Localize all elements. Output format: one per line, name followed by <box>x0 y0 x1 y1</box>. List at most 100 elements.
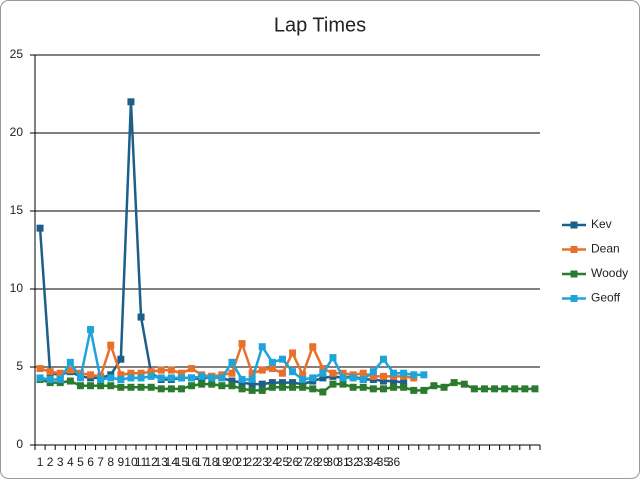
data-point <box>390 369 398 377</box>
data-point <box>390 377 398 385</box>
legend-label: Dean <box>591 242 620 256</box>
data-point <box>167 385 175 393</box>
data-point <box>359 375 367 383</box>
data-point <box>137 369 145 377</box>
x-tick-label: 2 <box>47 455 54 469</box>
y-tick-label: 15 <box>10 203 24 217</box>
x-tick-label: 31 <box>336 455 350 469</box>
x-tick-label: 7 <box>97 455 104 469</box>
data-point <box>278 383 286 391</box>
data-point <box>400 369 408 377</box>
data-point <box>521 385 529 393</box>
data-point <box>177 385 185 393</box>
data-point <box>400 379 408 387</box>
data-point <box>66 377 74 385</box>
x-tick-label: 30 <box>326 455 340 469</box>
data-point <box>480 385 488 393</box>
x-tick-label: 24 <box>266 455 280 469</box>
data-point <box>319 374 327 382</box>
x-tick-label: 8 <box>107 455 114 469</box>
data-point <box>97 382 105 390</box>
data-point <box>76 374 84 382</box>
data-point <box>248 375 256 383</box>
data-point <box>127 98 135 106</box>
data-point <box>491 385 499 393</box>
chart-title: Lap Times <box>274 14 366 36</box>
data-point <box>238 385 246 393</box>
data-point <box>117 375 125 383</box>
data-point <box>369 368 377 376</box>
data-point <box>117 371 125 379</box>
data-point <box>36 224 44 232</box>
x-tick-label: 19 <box>215 455 229 469</box>
data-point <box>289 368 297 376</box>
data-point <box>299 383 307 391</box>
data-point <box>36 374 44 382</box>
data-point <box>349 383 357 391</box>
data-point <box>400 383 408 391</box>
data-point <box>470 385 478 393</box>
data-point <box>268 365 276 373</box>
data-point <box>339 374 347 382</box>
data-point <box>107 374 115 382</box>
data-point <box>339 380 347 388</box>
data-point <box>238 340 246 348</box>
data-point <box>379 355 387 363</box>
data-point <box>167 366 175 374</box>
data-point <box>218 382 226 390</box>
data-point <box>46 368 54 376</box>
data-point <box>137 313 145 321</box>
data-point <box>289 379 297 387</box>
data-point <box>359 369 367 377</box>
legend-marker <box>570 270 578 278</box>
x-tick-label: 11 <box>135 455 148 469</box>
data-point <box>339 369 347 377</box>
data-point <box>248 386 256 394</box>
x-tick-label: 26 <box>286 455 300 469</box>
data-point <box>299 371 307 379</box>
data-point <box>268 383 276 391</box>
x-tick-label: 36 <box>387 455 401 469</box>
x-tick-label: 16 <box>185 455 199 469</box>
data-point <box>228 377 236 385</box>
data-point <box>147 372 155 380</box>
x-tick-label: 15 <box>175 455 189 469</box>
x-tick-label: 10 <box>124 455 138 469</box>
data-point <box>420 371 428 379</box>
x-tick-label: 27 <box>296 455 310 469</box>
x-tick-label: 18 <box>205 455 219 469</box>
data-point <box>107 341 115 349</box>
data-point <box>46 375 54 383</box>
data-point <box>511 385 519 393</box>
x-tick-label: 32 <box>346 455 360 469</box>
data-point <box>359 383 367 391</box>
y-tick-label: 10 <box>10 281 24 295</box>
data-point <box>147 368 155 376</box>
x-tick-label: 13 <box>155 455 169 469</box>
data-point <box>147 383 155 391</box>
data-point <box>87 326 95 334</box>
data-point <box>127 369 135 377</box>
data-point <box>369 385 377 393</box>
data-point <box>248 369 256 377</box>
y-tick-label: 0 <box>16 437 23 451</box>
x-tick-label: 14 <box>165 455 179 469</box>
x-tick-label: 33 <box>357 455 371 469</box>
data-point <box>329 354 337 362</box>
x-tick-label: 4 <box>67 455 74 469</box>
x-tick-label: 1 <box>37 455 44 469</box>
x-tick-label: 20 <box>225 455 239 469</box>
x-tick-label: 3 <box>57 455 64 469</box>
data-point <box>278 369 286 377</box>
data-point <box>410 371 418 379</box>
data-point <box>369 372 377 380</box>
data-point <box>258 366 266 374</box>
data-point <box>248 380 256 388</box>
legend-marker <box>570 221 578 229</box>
data-point <box>440 383 448 391</box>
data-point <box>319 388 327 396</box>
x-tick-label: 35 <box>377 455 391 469</box>
data-point <box>379 377 387 385</box>
data-point <box>278 355 286 363</box>
